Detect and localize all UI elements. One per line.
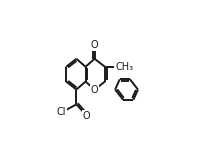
Text: O: O	[91, 40, 98, 50]
Text: O: O	[91, 85, 98, 95]
Text: Cl: Cl	[57, 107, 66, 117]
Text: CH₃: CH₃	[115, 62, 133, 72]
Text: O: O	[83, 111, 90, 121]
